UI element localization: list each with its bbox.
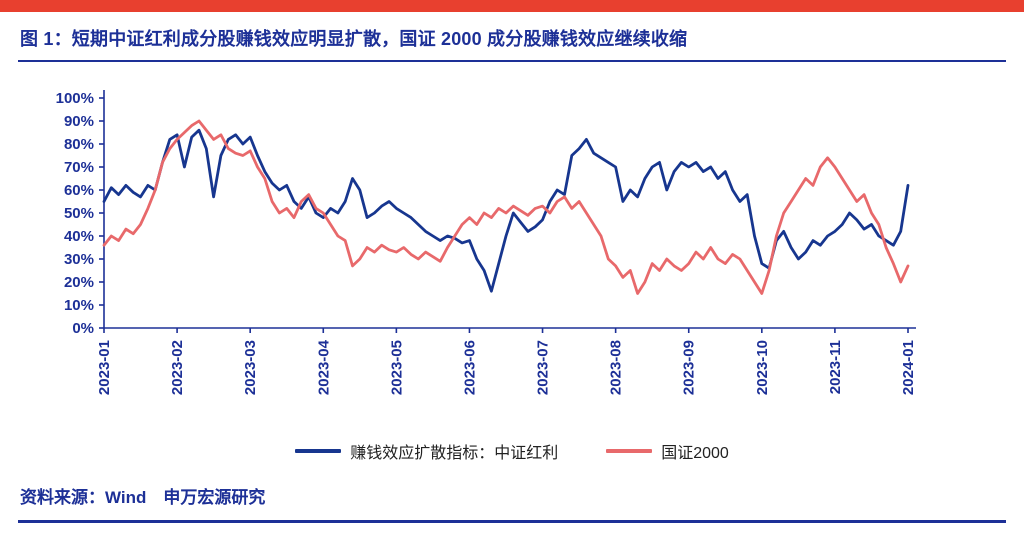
x-axis-label: 2023-01 [96,340,113,395]
x-axis-label: 2023-07 [535,340,552,395]
legend-item-csi-dividend: 赚钱效应扩散指标：中证红利 [295,439,558,463]
y-axis-label: 40% [64,228,94,245]
y-axis-label: 0% [72,320,94,337]
data-source: 资料来源：Wind 申万宏源研究 [20,488,266,507]
y-axis-label: 20% [64,274,94,291]
title-divider [18,60,1006,62]
figure-title: 图 1：短期中证红利成分股赚钱效应明显扩散，国证 2000 成分股赚钱效应继续收… [20,29,688,49]
x-axis-label: 2023-02 [169,340,186,395]
series-line-1 [102,119,910,295]
bottom-divider [18,520,1006,523]
y-axis-label: 90% [64,113,94,130]
chart-legend: 赚钱效应扩散指标：中证红利 国证2000 [0,439,1024,463]
y-axis-label: 80% [64,136,94,153]
x-axis-label: 2023-04 [315,339,332,395]
y-axis-label: 100% [56,90,94,107]
x-axis-label: 2024-01 [900,340,917,395]
x-axis-label: 2023-11 [827,340,844,394]
legend-swatch-red-line [606,449,653,453]
series-line-0 [102,128,910,293]
legend-label-guozheng2000: 国证2000 [661,445,729,462]
legend-swatch-blue-line [295,449,342,453]
chart-area: 0% 10% 20% 30% 40% 50% 60% 70% 80% 90% 100% 2023-01… [26,68,1024,425]
legend-label-csi-dividend: 赚钱效应扩散指标：中证红利 [350,445,559,462]
y-axis-label: 60% [64,182,94,199]
x-axis-label: 2023-05 [388,340,405,395]
legend-item-guozheng2000: 国证2000 [606,439,729,463]
y-axis-label: 50% [64,205,94,222]
x-axis-label: 2023-10 [754,340,771,395]
y-axis-label: 70% [64,159,94,176]
y-axis-label: 30% [64,251,94,268]
line-chart-svg: 0% 10% 20% 30% 40% 50% 60% 70% 80% 90% 100% 2023-01… [56,90,917,395]
x-axis-label: 2023-03 [242,340,259,395]
x-axis-label: 2023-06 [461,340,478,395]
y-axis-label: 10% [64,297,94,314]
x-axis-label: 2023-08 [608,340,625,395]
x-axis-label: 2023-09 [681,340,698,395]
top-accent-bar [0,0,1024,12]
